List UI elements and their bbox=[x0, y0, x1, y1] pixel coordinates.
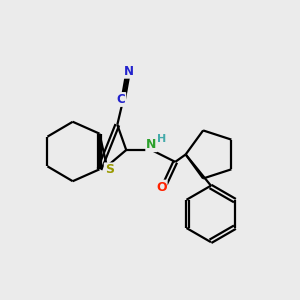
Text: C: C bbox=[116, 93, 125, 106]
Text: N: N bbox=[124, 65, 134, 78]
Text: O: O bbox=[156, 181, 166, 194]
Text: H: H bbox=[157, 134, 167, 144]
Text: N: N bbox=[146, 138, 157, 151]
Text: S: S bbox=[105, 164, 114, 176]
